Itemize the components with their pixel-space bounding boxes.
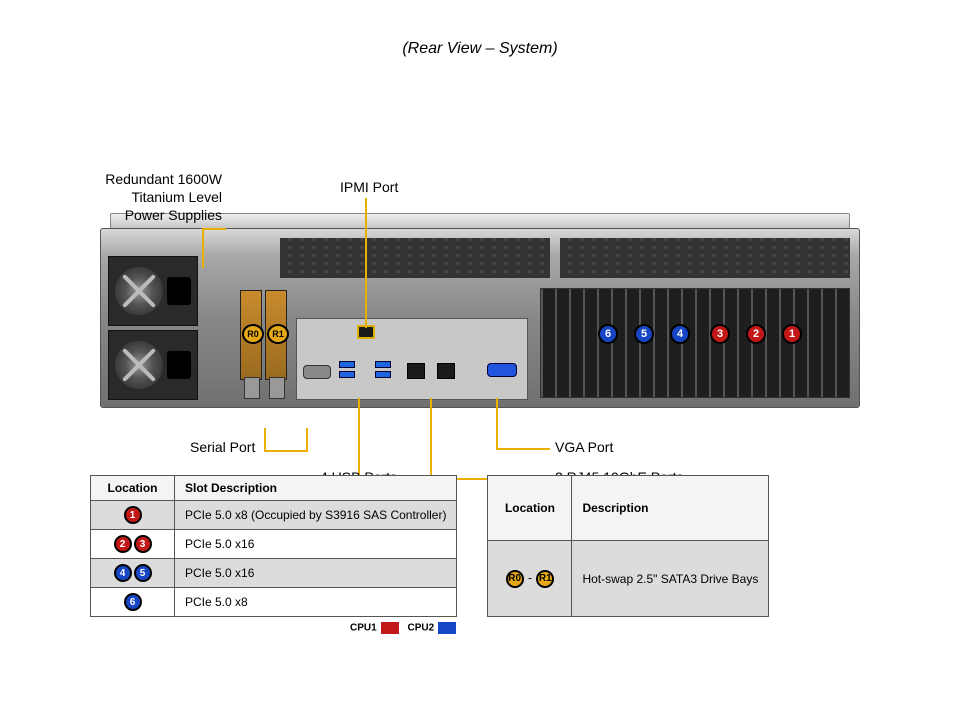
bay-badge-R1: R1 xyxy=(267,324,289,344)
td-location: 45 xyxy=(91,559,175,588)
td-location: R0 - R1 xyxy=(488,541,572,617)
callout-line xyxy=(358,398,360,478)
power-plug-icon xyxy=(167,277,191,305)
cpu-legend: CPU1 CPU2 xyxy=(350,622,462,634)
td-desc: Hot-swap 2.5" SATA3 Drive Bays xyxy=(572,541,769,617)
rj45-port xyxy=(407,363,425,379)
callout-line xyxy=(365,198,367,328)
td-location: 1 xyxy=(91,501,175,530)
tables-row: LocationSlot Description1PCIe 5.0 x8 (Oc… xyxy=(0,475,960,617)
usb-port xyxy=(339,361,355,368)
psu-top xyxy=(108,256,198,326)
badge-4: 4 xyxy=(114,564,132,582)
th-desc: Description xyxy=(572,476,769,541)
td-location: 23 xyxy=(91,530,175,559)
swatch-red xyxy=(381,622,399,634)
psu-bottom xyxy=(108,330,198,400)
td-desc: PCIe 5.0 x16 xyxy=(175,530,457,559)
td-desc: PCIe 5.0 x8 (Occupied by S3916 SAS Contr… xyxy=(175,501,457,530)
callout-line xyxy=(496,398,498,450)
bay-badge-R0: R0 xyxy=(242,324,264,344)
usb-port xyxy=(375,361,391,368)
badge-1: 1 xyxy=(124,506,142,524)
power-plug-icon xyxy=(167,351,191,379)
usb-port xyxy=(375,371,391,378)
label-serial: Serial Port xyxy=(190,438,255,456)
legend-cpu1: CPU1 xyxy=(350,623,377,634)
vent-grid xyxy=(560,238,850,278)
label-ipmi: IPMI Port xyxy=(340,178,398,196)
slot-badge-4: 4 xyxy=(670,324,690,344)
label-vga: VGA Port xyxy=(555,438,613,456)
usb-port xyxy=(339,371,355,378)
fan-icon xyxy=(115,267,163,315)
badge-3: 3 xyxy=(134,535,152,553)
legend-cpu2: CPU2 xyxy=(407,623,434,634)
swatch-blue xyxy=(438,622,456,634)
callout-line xyxy=(202,228,226,230)
slot-badge-3: 3 xyxy=(710,324,730,344)
fan-icon xyxy=(115,341,163,389)
callout-line xyxy=(306,428,308,452)
badge-6: 6 xyxy=(124,593,142,611)
rj45-port xyxy=(437,363,455,379)
vga-port xyxy=(487,363,517,377)
callout-line xyxy=(264,428,266,452)
bay-table: LocationDescriptionR0 - R1Hot-swap 2.5" … xyxy=(487,475,769,617)
label-psu: Redundant 1600WTitanium LevelPower Suppl… xyxy=(72,170,222,225)
th-location: Location xyxy=(488,476,572,541)
rear-view-diagram: R0R1 654321 Redundant 1600WTitanium Leve… xyxy=(0,58,960,438)
badge-5: 5 xyxy=(134,564,152,582)
slot-table: LocationSlot Description 1 PCIe 5.0 x8 (Oc… xyxy=(90,475,457,617)
io-panel xyxy=(296,318,528,400)
slot-badge-6: 6 xyxy=(598,324,618,344)
diagram-title: (Rear View – System) xyxy=(0,0,960,58)
callout-line xyxy=(202,228,204,268)
badge-2: 2 xyxy=(114,535,132,553)
vent-grid xyxy=(280,238,550,278)
th-location: Location xyxy=(91,476,175,501)
callout-line xyxy=(264,450,306,452)
badge-R0: R0 xyxy=(506,570,524,588)
badge-R1: R1 xyxy=(536,570,554,588)
td-desc: PCIe 5.0 x8 xyxy=(175,588,457,617)
slot-badge-5: 5 xyxy=(634,324,654,344)
th-desc: Slot Description xyxy=(175,476,457,501)
serial-port xyxy=(303,365,331,379)
callout-line xyxy=(496,448,550,450)
expansion-slots xyxy=(540,288,850,398)
td-location: 6 xyxy=(91,588,175,617)
td-desc: PCIe 5.0 x16 xyxy=(175,559,457,588)
slot-badge-1: 1 xyxy=(782,324,802,344)
callout-line xyxy=(430,398,432,478)
slot-badge-2: 2 xyxy=(746,324,766,344)
